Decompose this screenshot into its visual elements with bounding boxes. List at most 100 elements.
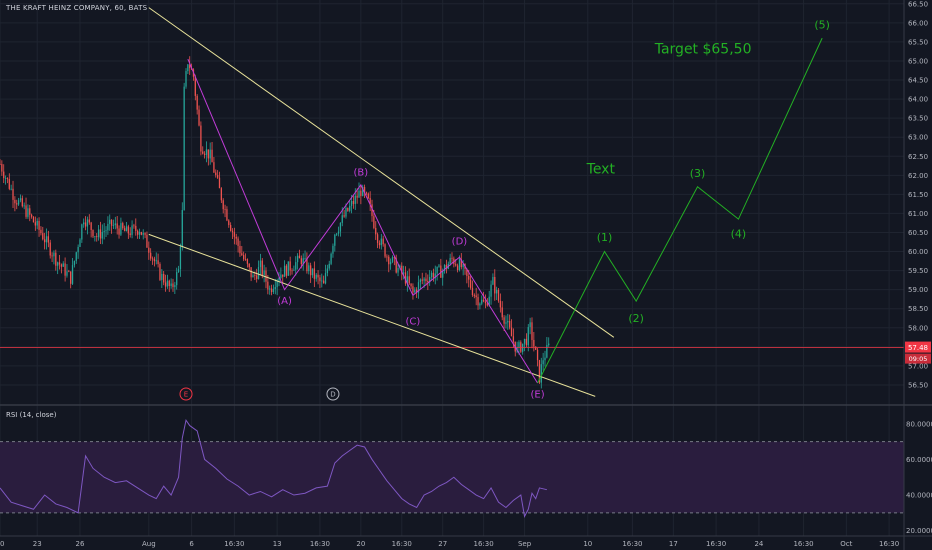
candle-body [315,274,317,279]
candle-body [471,287,474,295]
candle-body [246,259,249,264]
candle-body [358,190,360,198]
rsi-band [0,441,904,514]
candle-body [533,339,535,347]
candle-body [259,260,262,267]
time-tick-label: 10 [583,540,592,548]
candle-body [8,178,10,189]
projection-line [537,37,823,384]
candle-body [282,274,284,277]
candle-body [484,301,487,304]
candle-body [525,338,528,346]
candle-body [473,294,475,296]
candle-body [131,225,133,235]
candle-body [256,275,258,279]
candle-body [205,149,208,155]
candle-body [332,245,334,254]
candle-body [378,242,381,246]
candle-body [103,231,105,233]
candle-body [185,71,187,87]
candle-body [278,277,280,281]
candle-body [237,238,239,246]
candle-body [19,198,22,201]
candle-body [99,229,102,239]
event-marker [179,387,193,401]
price-tick-label: 63.00 [908,134,928,142]
candle-body [412,286,414,293]
candle-body [248,263,250,268]
candle-body [414,289,416,293]
price-tick-label: 59.50 [908,267,928,275]
candle-body [110,219,113,226]
candle-body [148,247,150,253]
candle-body [133,225,135,227]
candle-body [73,260,76,266]
candle-body [546,345,548,358]
candle-body [386,256,388,258]
candle-body [181,210,183,247]
candle-body [138,232,141,235]
candle-body [542,360,544,365]
candle-body [296,255,299,263]
candle-body [360,190,362,196]
candle-body [243,255,245,260]
candle-body [6,177,9,179]
candle-body [49,242,51,256]
candle-body [101,232,103,239]
candle-body [393,257,395,259]
candle-body [339,222,342,232]
candle-body [326,268,329,274]
candle-body [429,276,431,283]
candle-body [503,317,505,324]
candle-body [482,299,485,302]
candle-body [220,188,223,201]
candle-body [224,209,226,210]
event-marker-label: D [330,391,335,399]
candle-body [53,252,55,257]
candle-body [166,280,169,287]
candle-body [97,229,100,238]
candle-body [341,215,343,223]
candle-body [538,360,541,383]
candle-body [423,278,425,281]
candle-body [163,273,165,283]
candle-body [60,264,63,267]
candle-body [42,233,44,240]
candle-body [449,257,451,264]
time-tick-label: 23 [33,540,42,548]
candle-body [469,279,472,288]
rsi-line [0,419,547,518]
candle-body [38,220,40,230]
candle-body [70,271,72,284]
candle-body [481,299,483,304]
candle-body [142,233,144,235]
candle-body [306,258,308,272]
candle-body [114,223,116,226]
overlays: (A) (B) (C) (D) (E) (1) (2) (3) (4) (5) Target $65… [0,7,904,401]
candle-body [352,201,355,204]
price-tick-label: 64.50 [908,77,928,85]
candle-body [505,322,507,324]
candle-body [404,272,407,284]
symbol-header: THE KRAFT HEINZ COMPANY, 60, BATS [6,4,148,12]
candle-body [293,269,295,271]
time-tick-label: 16:30 [879,540,899,548]
rsi-band-fill [0,441,904,513]
candle-body [3,171,5,179]
candle-body [66,271,68,276]
price-tick-label: 61.00 [908,210,928,218]
candle-body [458,259,461,271]
candle-body [367,193,369,198]
candle-body [151,258,154,260]
candle-body [125,226,128,232]
rsi-header: RSI (14, close) [6,411,57,419]
candle-body [176,272,178,286]
candle-body [88,219,90,223]
projection-label: (2) [628,312,644,325]
candle-body [269,288,271,290]
wave-abcde-line [187,58,538,384]
candle-body [47,236,50,243]
